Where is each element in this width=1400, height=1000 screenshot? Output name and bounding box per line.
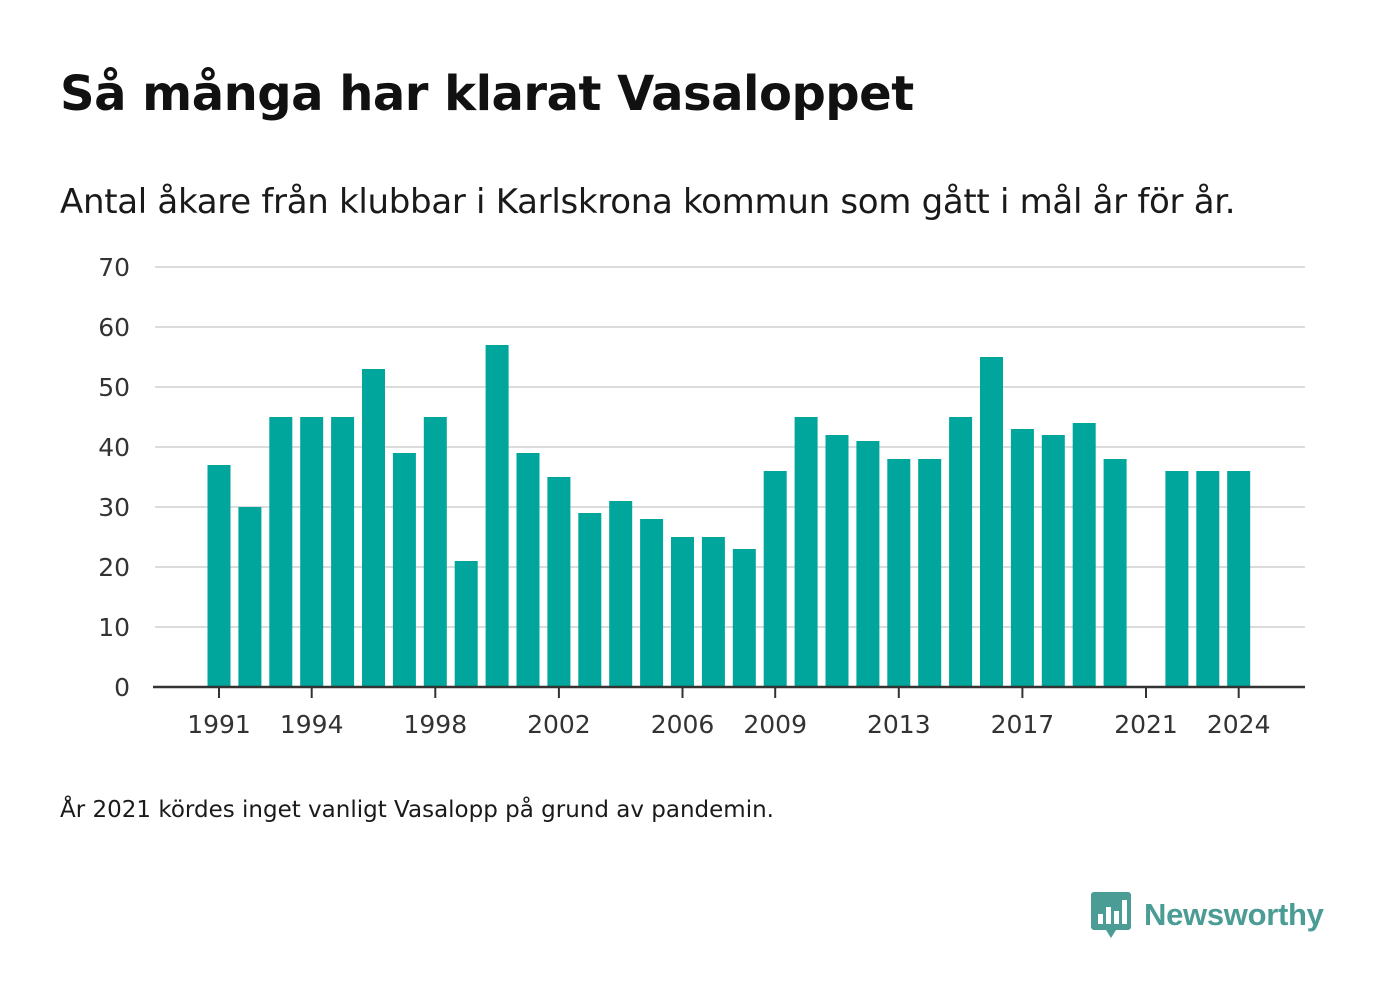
- x-axis-ticks: 1991 1994 1998 2002 2006 2009 2013 2017 2021 2024: [187, 687, 1271, 739]
- x-tick-label: 1994: [280, 710, 344, 739]
- bar-chart: 0 10 20 30 40 50 60 70 1991 1994 1998 2002 2006 2009…: [98, 253, 1305, 739]
- x-tick-label: 2013: [867, 710, 931, 739]
- y-tick-label: 20: [98, 553, 130, 582]
- bar-2019: [1072, 423, 1096, 687]
- bar-2004: [609, 501, 633, 687]
- bar-2003: [578, 513, 602, 687]
- bar-2000: [485, 345, 509, 687]
- y-tick-label: 10: [98, 613, 130, 642]
- chart-title: Så många har klarat Vasaloppet: [60, 66, 914, 122]
- y-tick-label: 40: [98, 433, 130, 462]
- y-axis-ticks: 0 10 20 30 40 50 60 70: [98, 253, 130, 702]
- bar-1994: [300, 417, 324, 687]
- x-tick-label: 2024: [1207, 710, 1271, 739]
- y-tick-label: 0: [114, 673, 130, 702]
- brand-name: Newsworthy: [1144, 897, 1324, 932]
- footnote: År 2021 kördes inget vanligt Vasalopp på…: [60, 797, 774, 823]
- bar-2002: [547, 477, 571, 687]
- bar-2010: [794, 417, 818, 687]
- bar-2007: [701, 537, 725, 687]
- y-tick-label: 70: [98, 253, 130, 282]
- bar-1993: [269, 417, 293, 687]
- x-tick-label: 2021: [1114, 710, 1178, 739]
- bar-2012: [856, 441, 880, 687]
- y-tick-label: 60: [98, 313, 130, 342]
- bar-2008: [732, 549, 756, 687]
- gridlines: [155, 266, 1305, 628]
- bar-1999: [454, 561, 478, 687]
- bar-1997: [392, 453, 416, 687]
- bar-2001: [516, 453, 540, 687]
- bar-2005: [640, 519, 664, 687]
- bar-2013: [887, 459, 911, 687]
- x-tick-label: 1991: [187, 710, 251, 739]
- bar-2016: [980, 357, 1003, 687]
- bar-2024: [1227, 471, 1251, 687]
- bar-1995: [331, 417, 355, 687]
- bar-2011: [825, 435, 849, 687]
- bar-1992: [238, 507, 262, 687]
- bar-1991: [207, 465, 231, 687]
- bar-2017: [1010, 429, 1034, 687]
- bar-1998: [423, 417, 447, 687]
- bar-2006: [671, 537, 694, 687]
- bar-2020: [1103, 459, 1127, 687]
- newsworthy-logo-icon: [1091, 892, 1131, 938]
- bar-2009: [763, 471, 787, 687]
- x-tick-label: 2006: [651, 710, 715, 739]
- bar-2018: [1041, 435, 1065, 687]
- y-tick-label: 50: [98, 373, 130, 402]
- brand-logo: Newsworthy: [1090, 890, 1324, 940]
- chart-subtitle: Antal åkare från klubbar i Karlskrona ko…: [60, 182, 1236, 222]
- x-tick-label: 2002: [527, 710, 591, 739]
- bar-2023: [1196, 471, 1220, 687]
- bar-2014: [918, 459, 942, 687]
- bar-2015: [949, 417, 973, 687]
- x-tick-label: 2009: [743, 710, 807, 739]
- bars: [207, 345, 1251, 687]
- y-tick-label: 30: [98, 493, 130, 522]
- bar-2022: [1165, 471, 1189, 687]
- bar-1996: [362, 369, 385, 687]
- x-tick-label: 1998: [403, 710, 467, 739]
- x-tick-label: 2017: [991, 710, 1055, 739]
